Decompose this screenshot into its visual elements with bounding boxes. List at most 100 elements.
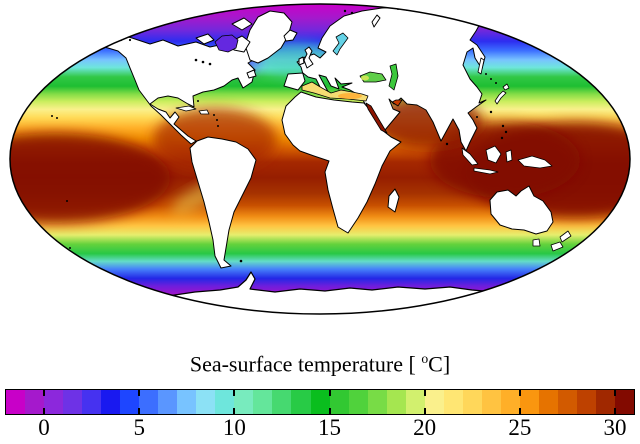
islands	[51, 8, 572, 263]
great-britain	[303, 46, 314, 69]
projection-outline	[9, 3, 631, 315]
colorbar-segment	[120, 390, 140, 414]
colorbar-tick	[613, 390, 616, 396]
colorbar-segments	[6, 390, 635, 414]
landmasses	[95, 6, 554, 269]
kuril-speck	[485, 73, 487, 75]
colorbar-tick	[328, 390, 331, 396]
colorbar-segment	[82, 390, 102, 414]
new-zealand-south	[550, 241, 564, 252]
newfoundland	[246, 69, 257, 79]
colorbar-tick	[423, 408, 426, 414]
colorbar-tick	[423, 390, 426, 396]
colorbar-segment	[25, 390, 45, 414]
colorbar-tick	[43, 390, 46, 396]
hudson-bay	[214, 34, 239, 53]
colorbar-segment	[615, 390, 635, 414]
hokkaido	[502, 83, 510, 91]
degree-superscript: o	[421, 351, 429, 366]
colorbar-tick	[233, 408, 236, 414]
colorbar-segment	[291, 390, 311, 414]
colorbar-segment	[253, 390, 273, 414]
antilles-speck	[216, 119, 218, 121]
colorbar-segment	[367, 390, 387, 414]
philippines-speck	[500, 136, 504, 140]
colorbar-tick-label: 25	[508, 415, 532, 440]
mediterranean-warm-patch	[338, 93, 362, 99]
colorbar-segment	[215, 390, 235, 414]
colorbar-segment	[6, 390, 26, 414]
aleutian-speck	[102, 35, 106, 39]
tasmania	[532, 238, 541, 247]
colorbar-title-text: Sea-surface temperature [	[189, 351, 422, 377]
arctic-island-speck	[431, 10, 433, 12]
philippines-speck	[504, 130, 508, 134]
colorbar-segment	[101, 390, 121, 414]
colorbar-segment	[481, 390, 501, 414]
great-lake-speck	[208, 62, 212, 66]
philippines-speck	[501, 124, 505, 128]
red-sea	[365, 102, 388, 134]
svalbard-speck	[350, 11, 354, 15]
colorbar-segment	[538, 390, 558, 414]
colorbar-segment	[234, 390, 254, 414]
taiwan-speck	[489, 110, 493, 114]
colorbar-tick	[43, 408, 46, 414]
colorbar-tick-label: 15	[318, 415, 341, 440]
colorbar-tick	[328, 408, 331, 414]
sakhalin	[477, 57, 485, 75]
africa	[281, 91, 402, 234]
aleutian-speck	[128, 38, 132, 42]
iceland	[283, 29, 298, 42]
west-pacific-warm-pool-left	[10, 133, 170, 223]
colorbar-segment	[500, 390, 520, 414]
colorbar-tick	[138, 408, 141, 414]
colorbar-title: Sea-surface temperature [ oC]	[0, 351, 640, 377]
world-sst-map	[9, 3, 631, 315]
madagascar	[387, 188, 400, 213]
sumatra	[461, 147, 479, 166]
greenland	[244, 10, 293, 64]
colorbar-segment	[576, 390, 596, 414]
colorbar-segment	[595, 390, 615, 414]
svalbard-speck	[343, 9, 347, 13]
australia	[489, 185, 554, 235]
kuril-speck	[495, 82, 497, 84]
bahamas-speck	[197, 100, 199, 102]
hainan-speck	[476, 116, 478, 118]
colorbar-segment	[557, 390, 577, 414]
sri-lanka-speck	[445, 142, 449, 146]
colorbar-segment	[158, 390, 178, 414]
victoria-island	[195, 33, 215, 45]
colorbar-labels: 0 5 10 15 20 25 30	[6, 415, 634, 443]
sulawesi	[505, 149, 513, 163]
novaya-zemlya	[371, 14, 381, 28]
hawaii-speck	[51, 115, 53, 117]
hawaii-speck	[56, 117, 58, 119]
colorbar-segment	[386, 390, 406, 414]
japan	[494, 90, 507, 105]
baltic-sea	[332, 32, 349, 56]
cuba	[175, 105, 197, 112]
new-zealand-north	[559, 230, 572, 243]
great-lake-speck	[201, 60, 205, 64]
colorbar-tick-label: 5	[133, 415, 145, 440]
colorbar-segment	[196, 390, 216, 414]
falkland-speck	[239, 259, 243, 263]
colorbar-tick-label: 10	[222, 415, 246, 440]
persian-gulf	[391, 99, 403, 107]
colorbar-tick	[613, 408, 616, 414]
antilles-speck	[217, 125, 219, 127]
colorbar-tick-label: 0	[38, 415, 50, 440]
aleutian-speck	[110, 37, 114, 41]
colorbar-segment	[63, 390, 83, 414]
ireland	[298, 56, 305, 66]
polynesia-speck	[66, 200, 68, 202]
hispaniola	[198, 109, 210, 115]
colorbar-segment	[329, 390, 349, 414]
colorbar-segment	[139, 390, 159, 414]
colorbar	[5, 389, 635, 415]
south-america	[189, 136, 257, 269]
colorbar-segment	[44, 390, 64, 414]
